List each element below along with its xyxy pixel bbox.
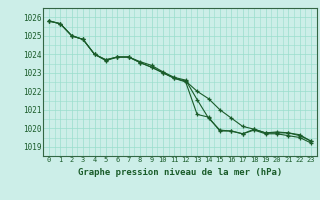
X-axis label: Graphe pression niveau de la mer (hPa): Graphe pression niveau de la mer (hPa)	[78, 168, 282, 177]
